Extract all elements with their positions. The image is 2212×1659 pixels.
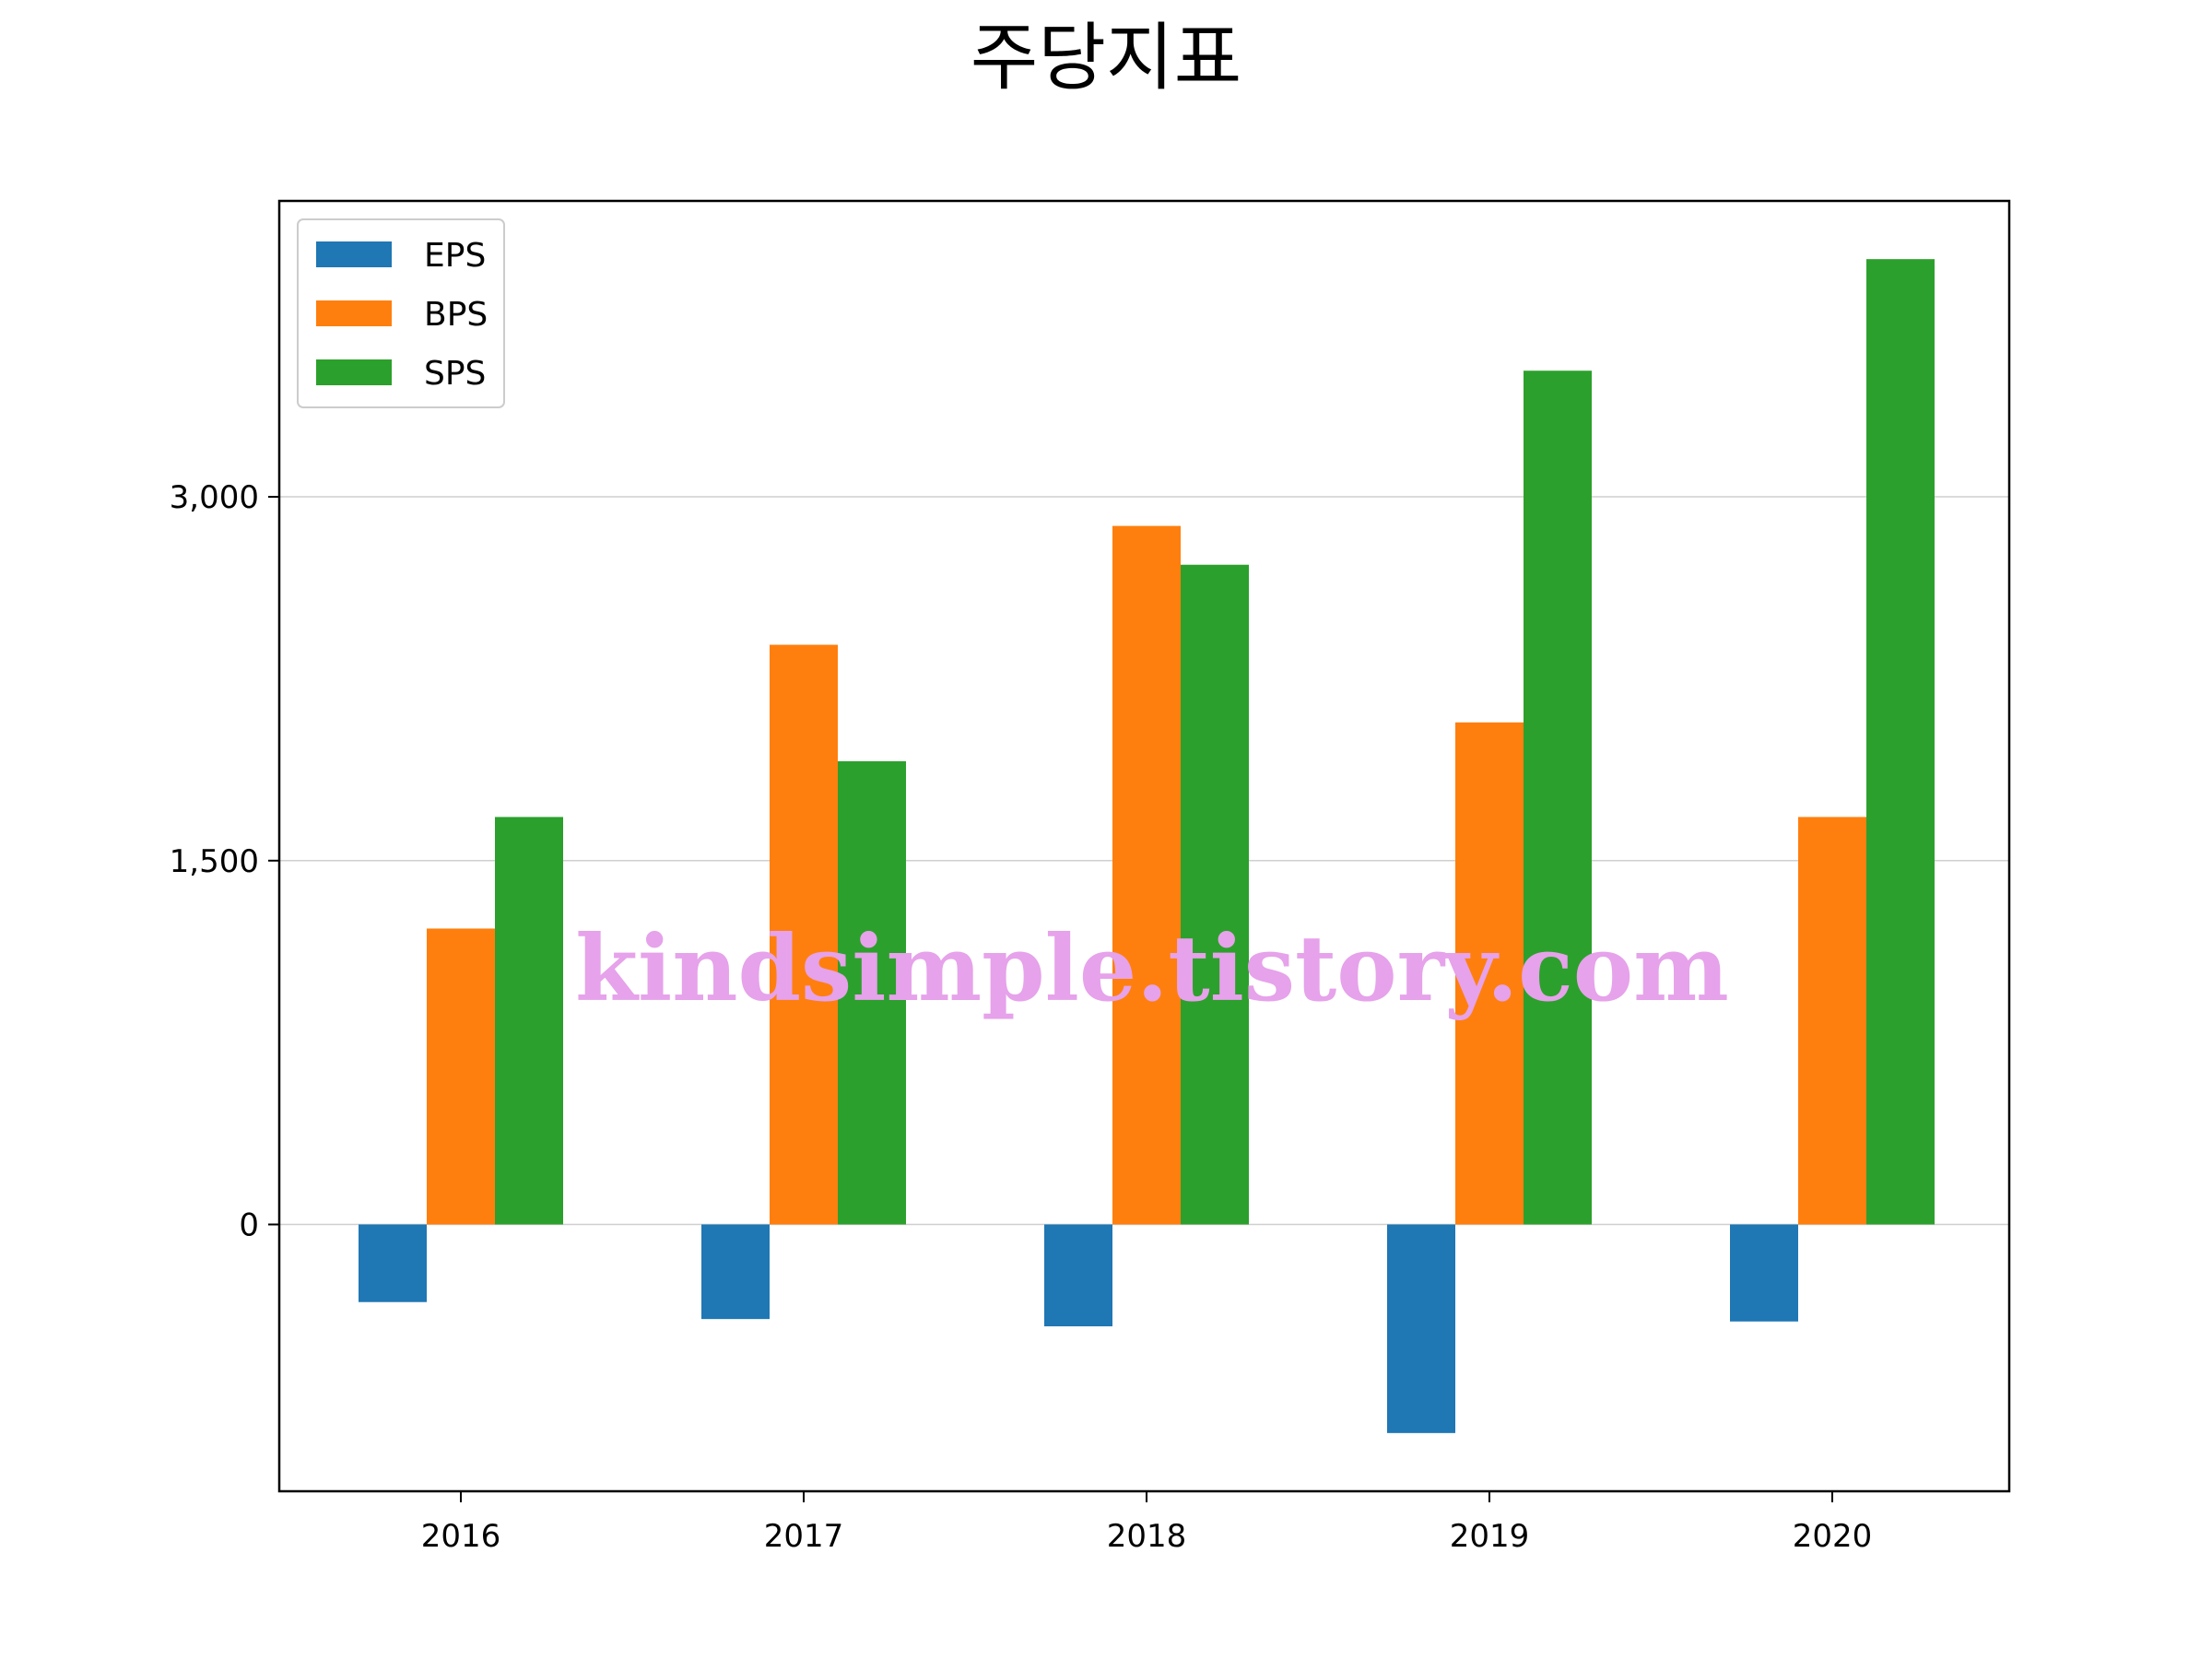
bar-bps-2017 <box>770 644 838 1225</box>
legend-swatch-bps <box>316 300 392 326</box>
bar-bps-2020 <box>1798 817 1866 1225</box>
y-tick-label: 3,000 <box>170 479 259 516</box>
bar-bps-2019 <box>1455 722 1524 1225</box>
bar-eps-2017 <box>701 1224 770 1320</box>
x-tick-label: 2019 <box>1450 1518 1530 1555</box>
y-tick-label: 1,500 <box>170 843 259 880</box>
watermark-text: kindsimple.tistory.com <box>575 916 1729 1022</box>
chart-title: 주당지표 <box>971 15 1241 100</box>
bar-eps-2020 <box>1730 1224 1798 1322</box>
bar-eps-2019 <box>1387 1224 1455 1433</box>
bar-bps-2016 <box>427 928 495 1225</box>
legend-swatch-sps <box>316 359 392 385</box>
x-tick-label: 2016 <box>421 1518 501 1555</box>
plot-frame <box>277 199 2011 1493</box>
x-tick-label: 2020 <box>1793 1518 1873 1555</box>
bar-sps-2016 <box>495 817 563 1225</box>
legend-label-bps: BPS <box>424 296 488 334</box>
bar-sps-2017 <box>838 760 906 1225</box>
x-tick-label: 2018 <box>1107 1518 1187 1555</box>
y-tick-label: 0 <box>239 1207 259 1244</box>
legend-label-sps: SPS <box>424 355 486 393</box>
bar-eps-2018 <box>1044 1224 1112 1327</box>
bar-eps-2016 <box>359 1224 427 1302</box>
legend-label-eps: EPS <box>424 237 486 275</box>
bar-sps-2020 <box>1866 259 1935 1225</box>
bar-sps-2018 <box>1181 564 1249 1225</box>
x-axis: 2016 2017 2018 2019 2020 <box>421 1491 1873 1555</box>
bars <box>359 259 1935 1433</box>
bar-bps-2018 <box>1112 525 1181 1225</box>
legend-swatch-eps <box>316 241 392 267</box>
y-axis: 0 1,500 3,000 <box>170 479 279 1244</box>
legend: EPS BPS SPS <box>297 218 505 408</box>
x-tick-label: 2017 <box>764 1518 844 1555</box>
bar-sps-2019 <box>1524 371 1592 1225</box>
